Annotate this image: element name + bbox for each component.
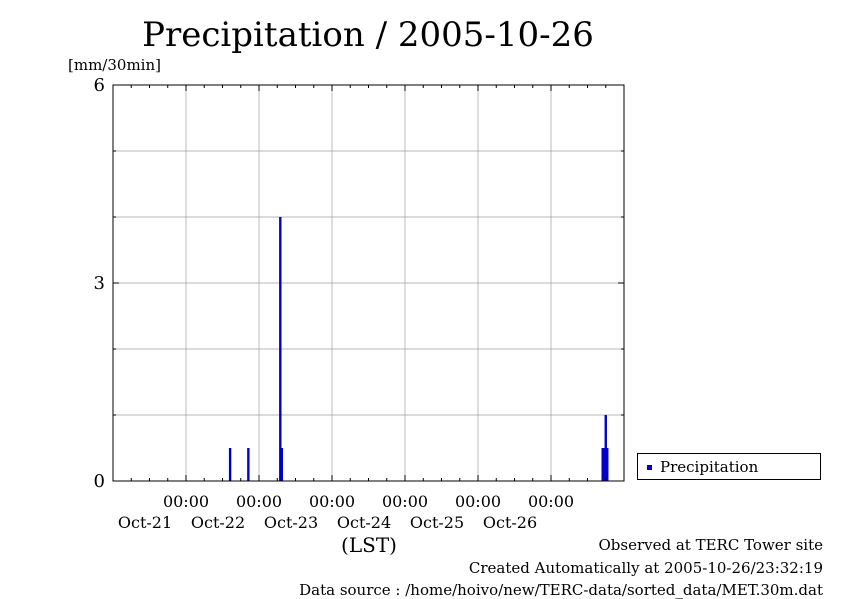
legend-label: Precipitation [660, 458, 759, 476]
legend-swatch [647, 465, 652, 470]
precipitation-bar [280, 448, 284, 481]
precipitation-bar [279, 217, 282, 481]
x-tick-time-label: 00:00 [163, 492, 209, 511]
precipitation-bar [601, 448, 604, 481]
x-tick-time-label: 00:00 [236, 492, 282, 511]
x-tick-date-label: Oct-24 [337, 513, 391, 532]
precipitation-bar [247, 448, 250, 481]
precipitation-bar [603, 448, 606, 481]
grid-lines [113, 85, 624, 481]
y-tick-label: 0 [94, 471, 105, 492]
y-tick-label: 6 [94, 75, 105, 96]
footer-observed-site: Observed at TERC Tower site [598, 536, 823, 554]
footer-created-timestamp: Created Automatically at 2005-10-26/23:3… [468, 559, 823, 577]
footer-data-source: Data source : /home/hoivo/new/TERC-data/… [299, 581, 823, 599]
axis-ticks: 0 3 6 00:00 Oct-21 00:00 Oct-22 00:00 Oct-23 00:0… [94, 75, 625, 532]
precipitation-bar [606, 448, 609, 481]
x-tick-date-label: Oct-21 [118, 513, 172, 532]
x-axis-label: (LST) [341, 533, 397, 557]
precipitation-bar [604, 415, 607, 481]
x-tick-time-label: 00:00 [309, 492, 355, 511]
precipitation-bars [228, 217, 609, 481]
x-tick-time-label: 00:00 [455, 492, 501, 511]
x-tick-date-label: Oct-23 [264, 513, 318, 532]
legend: Precipitation [637, 453, 821, 480]
x-tick-time-label: 00:00 [528, 492, 574, 511]
x-tick-time-label: 00:00 [382, 492, 428, 511]
y-axis-unit-label: [mm/30min] [68, 56, 161, 74]
y-tick-label: 3 [94, 273, 105, 294]
x-tick-date-label: Oct-26 [483, 513, 537, 532]
x-tick-date-label: Oct-22 [191, 513, 245, 532]
precipitation-bar [228, 448, 232, 481]
chart-title: Precipitation / 2005-10-26 [142, 15, 594, 55]
x-tick-date-label: Oct-25 [410, 513, 464, 532]
